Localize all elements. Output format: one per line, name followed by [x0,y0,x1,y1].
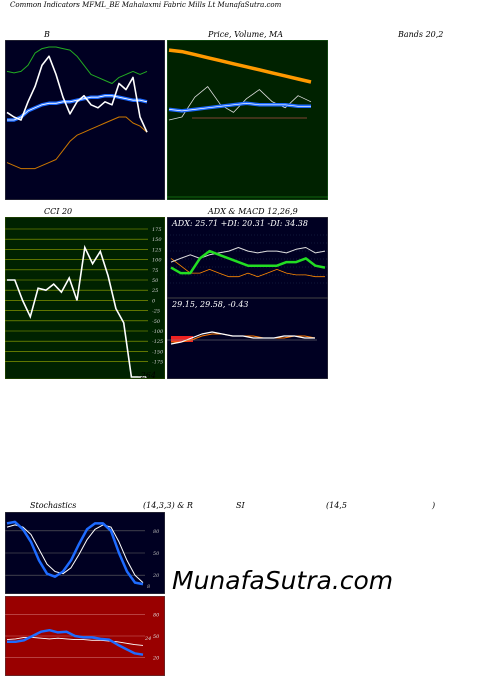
cci-tick-label: -25 [152,309,160,315]
macd-bg [167,298,328,379]
macd-values: 29.15, 29.58, -0.43 [172,300,249,309]
adx-macd-label: ADX & MACD 12,26,9 [208,207,298,216]
stoch-tick-label: 20 [152,573,160,579]
pv-ma-short-highlight [168,102,311,112]
cci-tick-label: 75 [152,268,158,274]
page-title: Common Indicators MFML_BE Mahalaxmi Fabr… [10,1,282,9]
adx-plus-di-line [170,258,325,278]
rsi-chart: 80 50 20 24 [5,596,165,676]
cci-tick-label: -175 [152,360,163,366]
adx-main-line [170,249,326,275]
bollinger-left-label: B [44,30,50,39]
cci-tick-label: 125 [152,247,162,253]
adx-chart [167,217,328,298]
cci-tick-label: -125 [152,339,163,345]
bollinger-chart [5,40,165,200]
cci-chart: 175 150 125 100 75 50 25 0 -25 -50 -100 -125 -150 -17… [5,217,165,379]
macd-chart [167,298,328,379]
cci-tick-label: -100 [152,329,164,335]
cci-tick-label: 25 [151,288,158,294]
stochastics-chart: 80 50 208 [5,512,165,594]
stoch-tick-label: 50 [153,551,160,557]
cci-label: CCI 20 [44,207,73,216]
rsi-tick-label: 20 [152,656,160,662]
paren-close-label: ) [432,501,436,510]
stoch-last-value: 8 [147,584,150,590]
stoch-tick-label: 80 [153,529,160,535]
pv-ma-long-line [168,48,312,84]
bollinger-middle-highlight [7,95,148,121]
si-label: SI [236,501,245,510]
price-volume-chart [167,40,328,200]
stochastics-label: Stochastics [30,501,77,510]
cci-tick-label: 175 [152,227,162,233]
stoch-params-label: (14,3,3) & R [143,501,193,510]
rsi-params-label: (14,5 [326,501,347,510]
adx-bg [167,217,328,298]
cci-tick-label: -50 [152,319,161,325]
cci-tick-label: 150 [152,237,162,243]
adx-minus-di-line [170,247,326,263]
rsi-line [7,628,144,656]
rsi-tick-label: 80 [153,612,160,618]
cci-tick-label: -150 [152,349,164,355]
cci-bg [5,217,165,379]
bands-label: Bands 20,2 [398,30,444,39]
bollinger-price-line [6,55,148,133]
macd-histogram [171,336,193,342]
rsi-tick-label: 50 [153,634,160,640]
macd-line [170,331,315,345]
rsi-last-value: 24 [144,636,151,642]
stoch-k-line [6,520,144,586]
stoch-d-line [6,524,144,583]
bollinger-upper-line [6,46,148,84]
price-volume-bg [167,40,328,200]
cci-line [7,244,147,378]
adx-values: ADX: 25.71 +DI: 20.31 -DI: 34.38 [172,219,308,228]
cci-last-value: -264 [138,371,156,380]
cci-tick-label: 50 [152,278,159,284]
brand-watermark: MunafaSutra.com [172,566,394,595]
cci-tick-label: 100 [152,258,162,264]
cci-tick-label: 0 [152,298,156,304]
price-volume-label: Price, Volume, MA [208,30,284,39]
bollinger-lower-line [6,116,148,170]
